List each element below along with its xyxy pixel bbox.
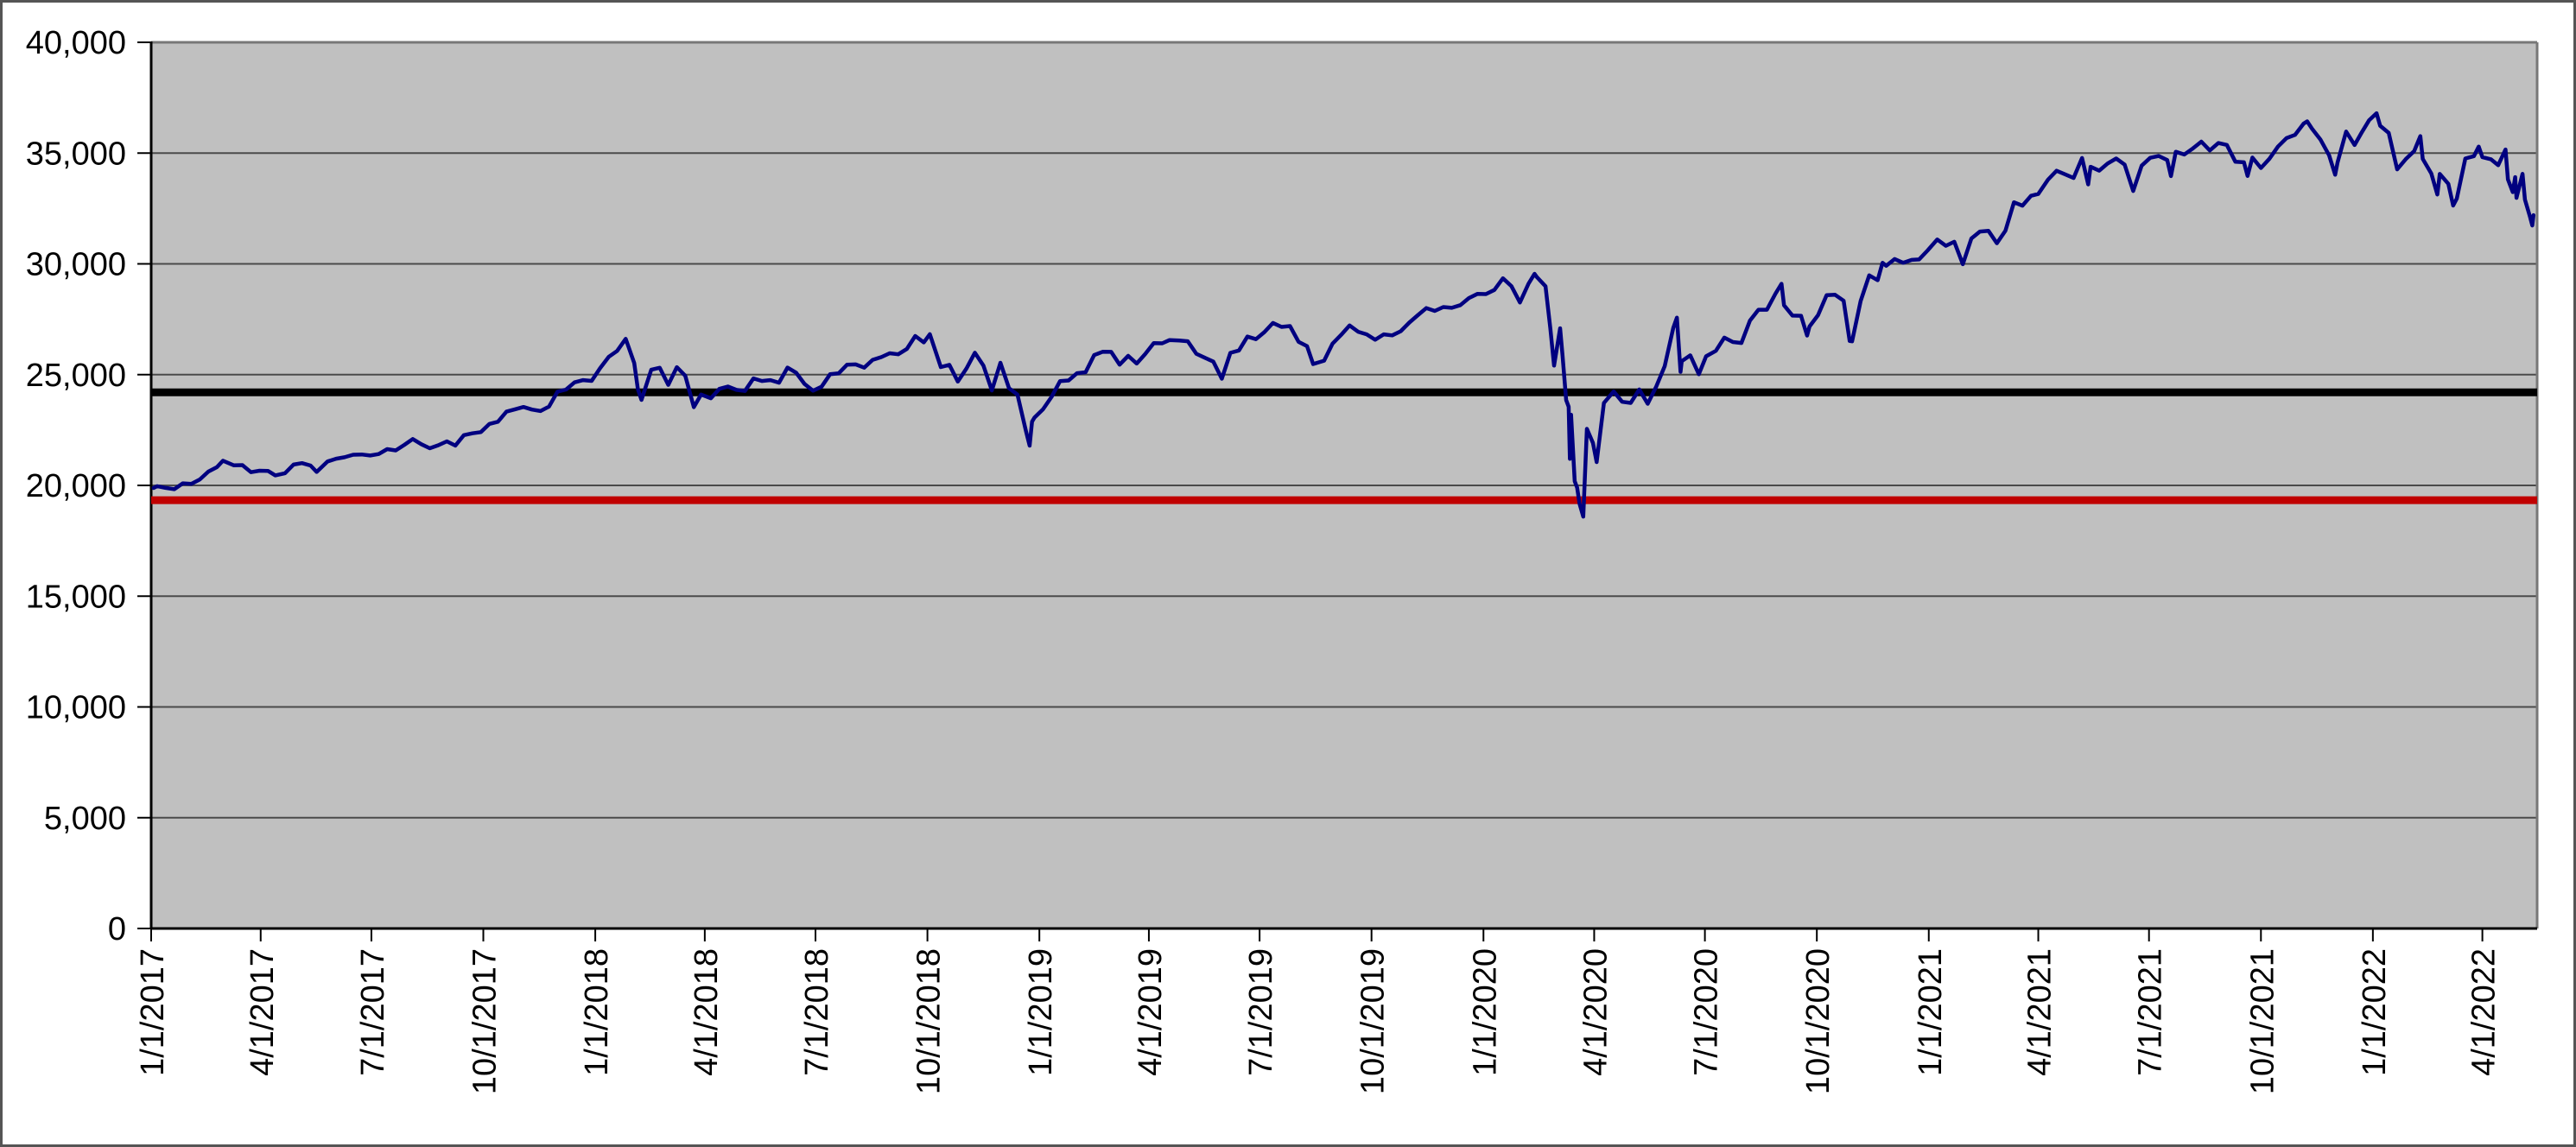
x-axis: 1/1/2017 4/1/2017 7/1/2017 10/1/2017 1/1/201…: [135, 928, 2503, 1094]
x-tick-label: 1/1/2021: [1913, 948, 1949, 1076]
x-tick-label: 7/1/2020: [1689, 948, 1725, 1076]
y-tick-label: 5,000: [44, 801, 126, 837]
y-tick-label: 40,000: [26, 25, 126, 61]
y-tick-label: 30,000: [26, 247, 126, 283]
y-tick-label: 25,000: [26, 358, 126, 394]
x-tick-label: 10/1/2021: [2244, 948, 2281, 1094]
x-tick-label: 4/1/2017: [244, 948, 281, 1076]
x-tick-label: 7/1/2021: [2133, 948, 2169, 1076]
y-axis: 0 5,000 10,000 15,000 20,000 25,000 30,000 35,0…: [26, 25, 151, 947]
y-tick-label: 10,000: [26, 690, 126, 726]
x-tick-label: 1/1/2019: [1023, 948, 1059, 1076]
x-tick-label: 10/1/2019: [1355, 948, 1392, 1094]
y-tick-label: 0: [108, 911, 126, 947]
x-tick-label: 7/1/2018: [799, 948, 835, 1076]
x-tick-label: 7/1/2017: [355, 948, 391, 1076]
x-tick-label: 4/1/2020: [1577, 948, 1614, 1076]
x-tick-label: 1/1/2020: [1467, 948, 1503, 1076]
x-tick-label: 10/1/2020: [1800, 948, 1837, 1094]
x-tick-label: 4/1/2022: [2466, 948, 2503, 1076]
x-tick-label: 1/1/2018: [579, 948, 615, 1076]
y-tick-label: 15,000: [26, 579, 126, 615]
y-tick-label: 20,000: [26, 468, 126, 504]
x-tick-label: 7/1/2019: [1243, 948, 1279, 1076]
x-tick-label: 4/1/2019: [1133, 948, 1169, 1076]
x-tick-label: 10/1/2017: [467, 948, 504, 1094]
x-tick-label: 1/1/2017: [135, 948, 171, 1076]
x-tick-label: 4/1/2018: [688, 948, 725, 1076]
x-tick-label: 10/1/2018: [911, 948, 948, 1094]
x-tick-label: 4/1/2021: [2022, 948, 2059, 1076]
y-tick-label: 35,000: [26, 136, 126, 172]
djia-series-line: [151, 111, 2536, 519]
x-tick-label: 1/1/2022: [2357, 948, 2393, 1076]
y-gridlines: [151, 152, 2537, 819]
